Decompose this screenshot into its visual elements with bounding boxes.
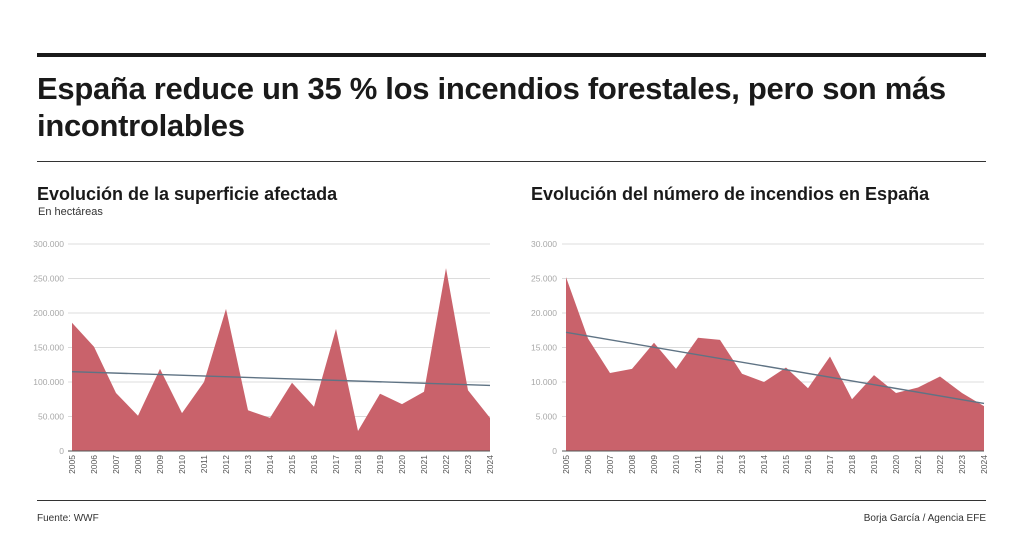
x-tick-label: 2013 xyxy=(243,455,253,474)
chart-title-count: Evolución del número de incendios en Esp… xyxy=(531,184,930,204)
x-tick-label: 2009 xyxy=(155,455,165,474)
y-tick-label: 5.000 xyxy=(536,412,558,422)
x-tick-label: 2011 xyxy=(199,455,209,474)
x-tick-label: 2016 xyxy=(309,455,319,474)
x-tick-label: 2005 xyxy=(561,455,571,474)
trend-line xyxy=(565,331,985,405)
x-tick-label: 2010 xyxy=(671,455,681,474)
x-tick-label: 2014 xyxy=(759,455,769,474)
x-tick-label: 2011 xyxy=(693,455,703,474)
x-tick-label: 2007 xyxy=(605,455,615,474)
y-tick-label: 30.000 xyxy=(531,239,557,249)
credit-note: Borja García / Agencia EFE xyxy=(863,513,986,524)
x-tick-label: 2015 xyxy=(781,455,791,474)
y-tick-label: 25.000 xyxy=(531,274,557,284)
trend-line xyxy=(71,370,491,387)
x-tick-label: 2005 xyxy=(67,455,77,474)
x-tick-label: 2006 xyxy=(583,455,593,474)
x-tick-label: 2020 xyxy=(397,455,407,474)
x-tick-label: 2022 xyxy=(935,455,945,474)
x-tick-label: 2013 xyxy=(737,455,747,474)
x-tick-label: 2019 xyxy=(375,455,385,474)
y-tick-label: 300.000 xyxy=(33,239,64,249)
y-tick-label: 50.000 xyxy=(38,412,64,422)
x-tick-label: 2006 xyxy=(89,455,99,474)
headline: España reduce un 35 % los incendios fore… xyxy=(37,71,946,143)
area-series xyxy=(566,277,984,451)
y-tick-label: 100.000 xyxy=(33,377,64,387)
y-tick-label: 200.000 xyxy=(33,308,64,318)
x-tick-label: 2015 xyxy=(287,455,297,474)
x-tick-label: 2009 xyxy=(649,455,659,474)
y-tick-label: 0 xyxy=(552,446,557,456)
x-tick-label: 2017 xyxy=(825,455,835,474)
area-series xyxy=(72,268,490,451)
x-tick-label: 2021 xyxy=(419,455,429,474)
x-tick-label: 2018 xyxy=(353,455,363,474)
x-tick-label: 2012 xyxy=(221,455,231,474)
y-tick-label: 150.000 xyxy=(33,343,64,353)
top-rule xyxy=(37,53,986,57)
x-tick-label: 2017 xyxy=(331,455,341,474)
chart-subtitle-area: En hectáreas xyxy=(38,206,103,218)
y-tick-label: 10.000 xyxy=(531,377,557,387)
y-tick-label: 250.000 xyxy=(33,274,64,284)
source-note: Fuente: WWF xyxy=(37,513,99,524)
x-tick-label: 2023 xyxy=(957,455,967,474)
x-tick-label: 2021 xyxy=(913,455,923,474)
x-tick-label: 2024 xyxy=(979,455,989,474)
x-tick-label: 2023 xyxy=(463,455,473,474)
y-tick-label: 0 xyxy=(59,446,64,456)
x-tick-label: 2010 xyxy=(177,455,187,474)
x-tick-label: 2022 xyxy=(441,455,451,474)
x-tick-label: 2012 xyxy=(715,455,725,474)
x-tick-label: 2018 xyxy=(847,455,857,474)
y-tick-label: 20.000 xyxy=(531,308,557,318)
x-tick-label: 2016 xyxy=(803,455,813,474)
x-tick-label: 2014 xyxy=(265,455,275,474)
chart-title-area: Evolución de la superficie afectada xyxy=(37,184,338,204)
x-tick-label: 2008 xyxy=(133,455,143,474)
x-tick-label: 2019 xyxy=(869,455,879,474)
y-tick-label: 15.000 xyxy=(531,343,557,353)
footer-divider xyxy=(37,500,986,501)
header-divider xyxy=(37,161,986,162)
x-tick-label: 2024 xyxy=(485,455,495,474)
x-tick-label: 2008 xyxy=(627,455,637,474)
x-tick-label: 2020 xyxy=(891,455,901,474)
x-tick-label: 2007 xyxy=(111,455,121,474)
